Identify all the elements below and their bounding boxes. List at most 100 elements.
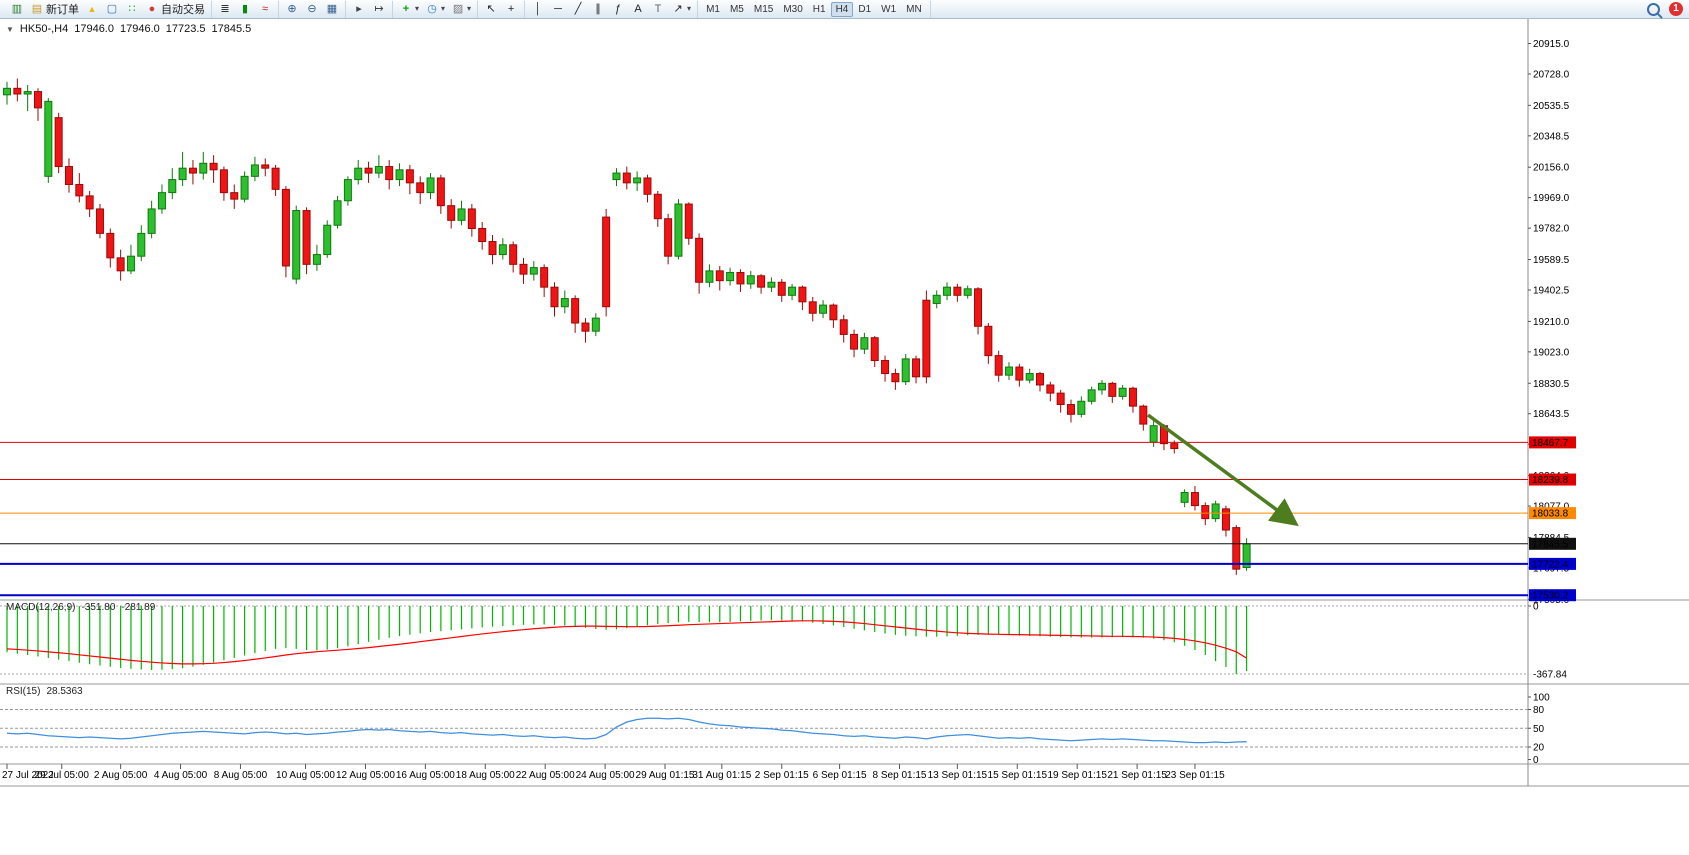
bar-chart-icon: ≣ bbox=[220, 3, 230, 15]
auto-scroll-button[interactable]: ▸ bbox=[349, 1, 369, 17]
price-badge-17845.5: 17845.5 bbox=[1529, 537, 1576, 550]
search-button[interactable] bbox=[1644, 1, 1663, 17]
timeframe-H4[interactable]: H4 bbox=[830, 1, 854, 17]
toolbar-group: │ ─ ╱ ∥ ƒ A T ↗ ▾ bbox=[525, 0, 699, 18]
svg-text:50: 50 bbox=[1533, 724, 1545, 735]
cursor-icon: ↖ bbox=[486, 3, 496, 15]
rsi-name: RSI(15) bbox=[6, 686, 41, 697]
toolbar-group: ▸ ↦ bbox=[346, 0, 393, 18]
templates-icon: ▨ bbox=[452, 3, 464, 15]
svg-text:29 Aug 01:15: 29 Aug 01:15 bbox=[636, 770, 695, 781]
top-toolbar: ▥ ▤ 新订单 ▲ ▢ ∷ ● 自动交易 ≣ ▮ ≈ ⊕ ⊖ ▦ ▸ ↦ + ▾ ◷ ▾ ▨ ▾ ↖ + │ ─ ╱ ∥ ƒ A T ↗ ▾ M1… bbox=[0, 0, 1689, 19]
vertical-line-button[interactable]: │ bbox=[528, 1, 548, 17]
auto-trading-button[interactable]: ● 自动交易 bbox=[142, 1, 208, 17]
text-icon: A bbox=[634, 3, 642, 15]
timeframe-MN[interactable]: MN bbox=[901, 2, 927, 17]
chart-window-icon: ▥ bbox=[11, 3, 23, 15]
svg-text:17845.5: 17845.5 bbox=[1532, 539, 1569, 550]
svg-text:4 Aug 05:00: 4 Aug 05:00 bbox=[154, 770, 208, 781]
svg-text:20535.5: 20535.5 bbox=[1533, 101, 1570, 112]
vertical-line-icon: │ bbox=[534, 3, 542, 15]
macd-value-signal: -281.89 bbox=[121, 602, 156, 613]
equidistant-channel-icon: ∥ bbox=[595, 3, 601, 15]
notification-badge[interactable]: 1 bbox=[1669, 2, 1683, 16]
zoom-out-button[interactable]: ⊖ bbox=[302, 1, 322, 17]
svg-text:12 Aug 05:00: 12 Aug 05:00 bbox=[336, 770, 395, 781]
arrows-button[interactable]: ↗ ▾ bbox=[668, 1, 694, 17]
line-chart-button[interactable]: ≈ bbox=[255, 1, 275, 17]
svg-text:22 Aug 05:00: 22 Aug 05:00 bbox=[516, 770, 575, 781]
rsi-value: 28.5363 bbox=[46, 686, 83, 697]
symbol-dropdown-icon[interactable]: ▼ bbox=[6, 24, 14, 34]
auto-trading-icon: ● bbox=[148, 3, 156, 15]
svg-text:19 Sep 01:15: 19 Sep 01:15 bbox=[1047, 770, 1107, 781]
svg-text:100: 100 bbox=[1533, 693, 1550, 704]
tile-windows-button[interactable]: ▦ bbox=[322, 1, 342, 17]
candlestick-chart-button[interactable]: ▮ bbox=[235, 1, 255, 17]
svg-text:18239.8: 18239.8 bbox=[1532, 475, 1569, 486]
text-label-button[interactable]: T bbox=[648, 1, 668, 17]
trend-arrow[interactable] bbox=[1146, 413, 1299, 527]
timeframe-M30[interactable]: M30 bbox=[778, 2, 807, 17]
macd-indicator-label: MACD(12,26,9) -351.80 -281.89 bbox=[6, 602, 155, 613]
svg-text:19023.0: 19023.0 bbox=[1533, 347, 1570, 358]
chart-shift-button[interactable]: ↦ bbox=[369, 1, 389, 17]
fibonacci-button[interactable]: ƒ bbox=[608, 1, 628, 17]
svg-text:19589.5: 19589.5 bbox=[1533, 255, 1570, 266]
svg-text:18 Aug 05:00: 18 Aug 05:00 bbox=[456, 770, 515, 781]
timeframe-M5[interactable]: M5 bbox=[725, 2, 749, 17]
periods-button[interactable]: ◷ ▾ bbox=[422, 1, 448, 17]
toolbar-right-group: 1 bbox=[1644, 1, 1685, 17]
cursor-button[interactable]: ↖ bbox=[481, 1, 501, 17]
horizontal-line-icon: ─ bbox=[554, 3, 562, 15]
rsi-indicator-label: RSI(15) 28.5363 bbox=[6, 686, 83, 697]
horizontal-line-button[interactable]: ─ bbox=[548, 1, 568, 17]
svg-text:21 Sep 01:15: 21 Sep 01:15 bbox=[1107, 770, 1167, 781]
zoom-in-button[interactable]: ⊕ bbox=[282, 1, 302, 17]
svg-text:31 Aug 01:15: 31 Aug 01:15 bbox=[692, 770, 751, 781]
macd-value-main: -351.80 bbox=[81, 602, 116, 613]
svg-text:80: 80 bbox=[1533, 705, 1545, 716]
main-chart-svg[interactable]: 20915.0 20728.0 20535.5 20348.5 20156.0 19969… bbox=[0, 19, 1689, 850]
svg-text:10 Aug 05:00: 10 Aug 05:00 bbox=[276, 770, 335, 781]
timeframe-M15[interactable]: M15 bbox=[749, 2, 778, 17]
svg-text:19402.5: 19402.5 bbox=[1533, 286, 1570, 297]
svg-text:27 Jul 2022: 27 Jul 2022 bbox=[2, 770, 54, 781]
new-order-button[interactable]: ▤ 新订单 bbox=[27, 1, 82, 17]
timeframe-H1[interactable]: H1 bbox=[808, 2, 831, 17]
timeframe-group: M1 M5 M15 M30 H1 H4 D1 W1 MN bbox=[698, 0, 931, 18]
toolbar-group: ≣ ▮ ≈ bbox=[212, 0, 279, 18]
templates-button[interactable]: ▨ ▾ bbox=[448, 1, 474, 17]
price-badge-17722.4: 17722.4 bbox=[1529, 557, 1576, 570]
market-watch-button[interactable]: ▢ bbox=[102, 1, 122, 17]
new-order-icon: ▤ bbox=[31, 3, 43, 15]
text-label-icon: T bbox=[654, 3, 662, 15]
crosshair-button[interactable]: + bbox=[501, 1, 521, 17]
svg-text:20728.0: 20728.0 bbox=[1533, 69, 1570, 80]
timeframe-D1[interactable]: D1 bbox=[853, 2, 876, 17]
indicators-button[interactable]: + ▾ bbox=[396, 1, 422, 17]
new-order-button-label: 新订单 bbox=[46, 4, 79, 16]
svg-text:19210.0: 19210.0 bbox=[1533, 317, 1570, 328]
svg-text:6 Sep 01:15: 6 Sep 01:15 bbox=[813, 770, 867, 781]
macd-panel: 0 -367.84 bbox=[0, 602, 1567, 681]
chart-window-button[interactable]: ▥ bbox=[7, 1, 27, 17]
text-button[interactable]: A bbox=[628, 1, 648, 17]
search-icon bbox=[1647, 2, 1660, 16]
chart-window[interactable]: 20915.0 20728.0 20535.5 20348.5 20156.0 19969… bbox=[0, 19, 1689, 850]
toolbar-group: + ▾ ◷ ▾ ▨ ▾ bbox=[393, 0, 479, 18]
alert-button[interactable]: ▲ bbox=[82, 1, 102, 17]
chart-shift-icon: ↦ bbox=[374, 3, 384, 15]
svg-text:20915.0: 20915.0 bbox=[1533, 39, 1570, 50]
community-button[interactable]: ∷ bbox=[122, 1, 142, 17]
line-chart-icon: ≈ bbox=[261, 3, 269, 15]
timeframe-M1[interactable]: M1 bbox=[701, 2, 725, 17]
svg-text:0: 0 bbox=[1533, 602, 1539, 613]
timeframe-W1[interactable]: W1 bbox=[876, 2, 901, 17]
equidistant-channel-button[interactable]: ∥ bbox=[588, 1, 608, 17]
bar-chart-button[interactable]: ≣ bbox=[215, 1, 235, 17]
zoom-out-icon: ⊖ bbox=[307, 3, 317, 15]
trendline-button[interactable]: ╱ bbox=[568, 1, 588, 17]
